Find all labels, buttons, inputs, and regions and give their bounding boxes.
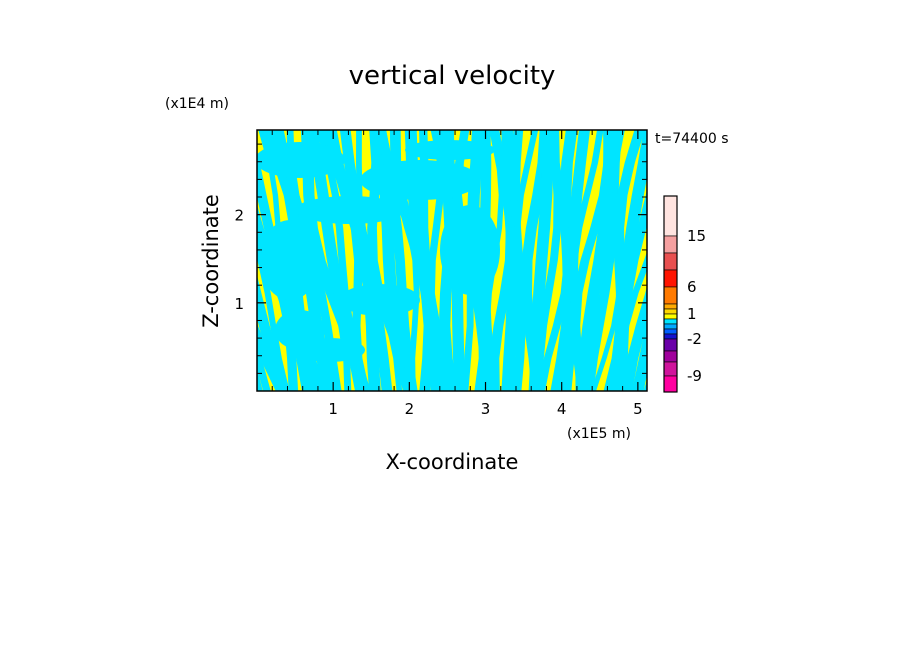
colorbar-tick-label: 1 bbox=[687, 305, 697, 323]
colorbar-segment bbox=[663, 303, 678, 310]
heatmap-stripe bbox=[135, 130, 241, 391]
heatmap-stripe bbox=[531, 130, 554, 391]
heatmap-stripe bbox=[339, 130, 393, 391]
y-axis: 12 bbox=[234, 143, 647, 374]
colorbar-tick-label: 15 bbox=[687, 227, 706, 245]
x-tick-label: 4 bbox=[557, 400, 567, 418]
chart-title: vertical velocity bbox=[349, 61, 556, 91]
heatmap-stripe bbox=[257, 322, 288, 391]
heatmap-blob bbox=[260, 220, 320, 300]
x-tick-label: 2 bbox=[405, 400, 415, 418]
heatmap-blob bbox=[295, 196, 405, 224]
y-axis-label: Z-coordinate bbox=[199, 194, 223, 328]
heatmap-stripe bbox=[369, 130, 415, 391]
heatmap-stripe bbox=[608, 130, 647, 391]
heatmap-stripe bbox=[258, 130, 327, 391]
y-tick-label: 2 bbox=[234, 207, 244, 225]
heatmap-stripe bbox=[681, 130, 753, 391]
colorbar-tick-label: -2 bbox=[687, 330, 702, 348]
colorbar-segment bbox=[663, 195, 678, 237]
colorbar-segment bbox=[663, 286, 678, 305]
x-tick-label: 5 bbox=[633, 400, 643, 418]
colorbar-segment bbox=[663, 350, 678, 363]
colorbar-segment bbox=[663, 361, 678, 377]
colorbar-segment bbox=[663, 375, 678, 393]
heatmap-stripes bbox=[135, 130, 753, 391]
colorbar-segment bbox=[663, 235, 678, 254]
heatmap-stripe bbox=[306, 130, 368, 391]
heatmap-blob bbox=[275, 310, 325, 350]
colorbar-tick-label: -9 bbox=[687, 367, 702, 385]
heatmap-stripe bbox=[621, 286, 647, 391]
heatmap-stripe bbox=[316, 130, 371, 391]
heatmap-stripe bbox=[147, 130, 242, 391]
heatmap-stripe bbox=[257, 274, 290, 391]
colorbar-segment bbox=[663, 318, 678, 325]
x-axis-label: X-coordinate bbox=[386, 450, 519, 474]
y-unit-label: (x1E4 m) bbox=[165, 96, 229, 112]
x-tick-label: 1 bbox=[328, 400, 338, 418]
heatmap-stripe bbox=[367, 130, 416, 391]
heatmap-stripe bbox=[535, 130, 562, 391]
heatmap-stripe bbox=[521, 130, 551, 391]
x-unit-label: (x1E5 m) bbox=[567, 426, 631, 442]
heatmap-blob bbox=[405, 140, 495, 160]
colorbar: 15 6 1 -2 -9 bbox=[663, 195, 706, 393]
heatmap-blob bbox=[340, 284, 420, 316]
colorbar-frame bbox=[663, 195, 678, 393]
y-tick-label: 1 bbox=[234, 295, 244, 313]
plot-frame bbox=[256, 129, 648, 392]
heatmap-stripe bbox=[257, 368, 263, 391]
heatmap-stripe bbox=[576, 130, 616, 391]
time-label: t=74400 s bbox=[655, 131, 729, 147]
heatmap-stripe bbox=[427, 130, 458, 391]
colorbar-segment bbox=[663, 323, 678, 330]
colorbar-segment bbox=[663, 338, 678, 352]
heatmap-stripe bbox=[324, 130, 381, 391]
colorbar-segment bbox=[663, 313, 678, 320]
heatmap-stripe bbox=[317, 130, 370, 391]
x-tick-label: 3 bbox=[481, 400, 491, 418]
heatmap-stripe bbox=[275, 130, 342, 391]
colorbar-segment bbox=[663, 252, 678, 271]
heatmap-stripe bbox=[591, 130, 625, 391]
heatmap-blob bbox=[440, 205, 500, 295]
x-axis: 1 2 3 4 5 bbox=[271, 130, 643, 418]
heatmap-stripe bbox=[376, 130, 418, 391]
heatmap-field bbox=[135, 130, 753, 391]
colorbar-segment bbox=[663, 333, 678, 340]
heatmap-stripe bbox=[668, 130, 735, 391]
colorbar-tick-label: 6 bbox=[687, 278, 697, 296]
colorbar-segment bbox=[663, 328, 678, 335]
heatmap-stripe bbox=[142, 130, 243, 391]
heatmap-stripe bbox=[643, 379, 647, 391]
colorbar-segment bbox=[663, 308, 678, 315]
heatmap-stripe bbox=[618, 251, 647, 391]
heatmap-blob bbox=[257, 142, 345, 178]
colorbar-segment bbox=[663, 269, 678, 288]
heatmap-blob bbox=[360, 160, 480, 200]
